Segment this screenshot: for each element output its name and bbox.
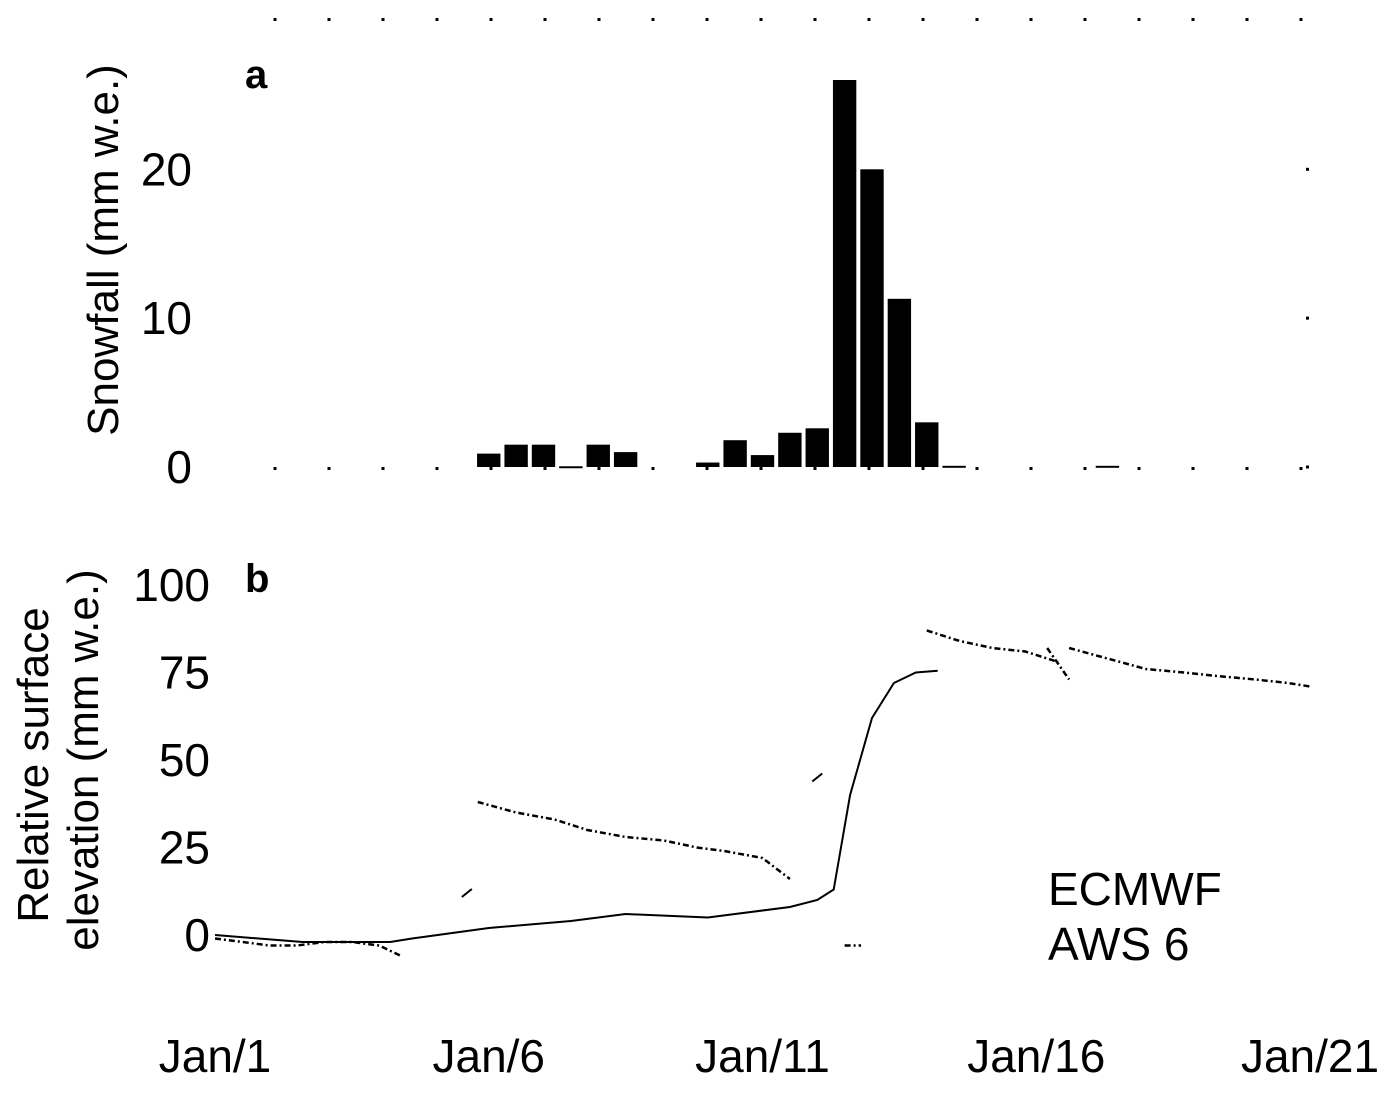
grid-dot bbox=[273, 18, 277, 21]
grid-dot bbox=[489, 467, 493, 470]
x-tick-label: Jan/1 bbox=[159, 1030, 272, 1082]
grid-dot bbox=[921, 467, 925, 470]
snowfall-bar bbox=[477, 453, 501, 467]
grid-dot bbox=[813, 467, 817, 470]
x-tick-label: Jan/21 bbox=[1241, 1030, 1379, 1082]
snowfall-bar bbox=[915, 422, 939, 467]
panel-b-y-tick: 50 bbox=[159, 734, 210, 786]
snowfall-bar bbox=[613, 452, 638, 467]
grid-dot bbox=[1191, 18, 1195, 21]
panel-b-y-tick: 75 bbox=[159, 647, 210, 699]
grid-dot bbox=[1029, 467, 1033, 470]
grid-dot bbox=[975, 18, 979, 21]
grid-dot bbox=[759, 467, 763, 470]
grid-dot bbox=[921, 18, 925, 21]
grid-dot bbox=[435, 467, 439, 470]
snowfall-bar bbox=[778, 432, 802, 467]
snowfall-bar bbox=[723, 440, 747, 467]
snowfall-bar bbox=[942, 465, 966, 468]
grid-dot bbox=[651, 18, 655, 21]
grid-dot bbox=[1306, 316, 1309, 320]
grid-dot bbox=[597, 467, 601, 470]
panel-a-snowfall: 0 10 20 a Snowfall (mm w.e.) bbox=[79, 18, 1309, 493]
panel-b-y-tick: 100 bbox=[133, 559, 210, 611]
snowfall-bar bbox=[531, 444, 556, 467]
grid-dot bbox=[597, 18, 601, 21]
x-tick-label: Jan/6 bbox=[432, 1030, 545, 1082]
aws6-line bbox=[477, 800, 791, 880]
grid-dot bbox=[543, 18, 547, 21]
grid-dot bbox=[1083, 467, 1087, 470]
legend-aws6: AWS 6 bbox=[1048, 918, 1189, 970]
grid-dot bbox=[975, 467, 979, 470]
grid-dot bbox=[1245, 18, 1249, 21]
panel-label-b: b bbox=[245, 557, 269, 601]
grid-dot bbox=[327, 18, 331, 21]
snowfall-bar bbox=[559, 466, 583, 469]
snowfall-bar bbox=[887, 298, 912, 467]
elevation-series bbox=[214, 629, 1311, 958]
legend-ecmwf: ECMWF bbox=[1048, 863, 1222, 915]
panel-b-y-tick-labels: 0 25 50 75 100 bbox=[133, 559, 210, 961]
grid-dot bbox=[867, 467, 871, 470]
grid-dot bbox=[543, 467, 547, 470]
grid-dot bbox=[381, 467, 385, 470]
snowfall-bar bbox=[750, 455, 775, 467]
grid-dot bbox=[489, 18, 493, 21]
snowfall-bar bbox=[586, 444, 610, 467]
grid-dot bbox=[327, 467, 331, 470]
grid-dot bbox=[651, 467, 655, 470]
grid-dot bbox=[759, 18, 763, 21]
snowfall-bar bbox=[1095, 465, 1120, 468]
aws6-line bbox=[1068, 646, 1311, 688]
grid-dot bbox=[1299, 18, 1303, 21]
panel-a-y-tick-labels: 0 10 20 bbox=[141, 143, 192, 493]
grid-dot bbox=[1299, 467, 1303, 470]
aws6-line bbox=[926, 629, 1059, 664]
panel-a-y-tick: 0 bbox=[166, 441, 192, 493]
grid-dot bbox=[705, 18, 709, 21]
snowfall-bar bbox=[860, 169, 884, 468]
aws6-point bbox=[811, 772, 823, 783]
panel-b-elevation: 0 25 50 75 100 b Relative surface elevation … bbox=[9, 557, 1311, 970]
grid-dot bbox=[1137, 18, 1141, 21]
aws6-line bbox=[1046, 647, 1071, 681]
x-tick-label: Jan/11 bbox=[695, 1030, 830, 1082]
grid-dot bbox=[813, 18, 817, 21]
aws6-line bbox=[214, 937, 402, 958]
grid-dot bbox=[867, 18, 871, 21]
grid-dot bbox=[705, 467, 709, 470]
snowfall-bar bbox=[696, 462, 720, 467]
grid-dot bbox=[1137, 467, 1141, 470]
grid-dot bbox=[273, 467, 277, 470]
panel-a-y-tick: 10 bbox=[141, 292, 192, 344]
grid-dot bbox=[1306, 465, 1309, 469]
panel-label-a: a bbox=[245, 53, 268, 97]
grid-dot bbox=[1083, 18, 1087, 21]
panel-a-y-tick: 20 bbox=[141, 143, 192, 195]
ecmwf-line bbox=[214, 669, 938, 943]
panel-a-dot-grid bbox=[273, 18, 1309, 470]
aws6-point bbox=[461, 888, 473, 898]
x-axis-tick-labels: Jan/1 Jan/6 Jan/11 Jan/16 Jan/21 bbox=[159, 1030, 1379, 1082]
grid-dot bbox=[1029, 18, 1033, 21]
panel-a-y-axis-label: Snowfall (mm w.e.) bbox=[79, 64, 128, 436]
grid-dot bbox=[1306, 167, 1309, 171]
panel-b-y-axis-label-line2: elevation (mm w.e.) bbox=[59, 569, 108, 950]
panel-b-y-axis-label-line1: Relative surface bbox=[9, 607, 58, 922]
snowfall-bar bbox=[805, 428, 829, 467]
snowfall-bar bbox=[504, 444, 528, 467]
snowfall-bar bbox=[832, 80, 857, 467]
x-tick-label: Jan/16 bbox=[967, 1030, 1105, 1082]
snowfall-bars bbox=[477, 80, 1120, 469]
grid-dot bbox=[1191, 467, 1195, 470]
grid-dot bbox=[435, 18, 439, 21]
panel-b-y-tick: 25 bbox=[159, 822, 210, 874]
panel-b-y-tick: 0 bbox=[184, 909, 210, 961]
grid-dot bbox=[381, 18, 385, 21]
grid-dot bbox=[1245, 467, 1249, 470]
